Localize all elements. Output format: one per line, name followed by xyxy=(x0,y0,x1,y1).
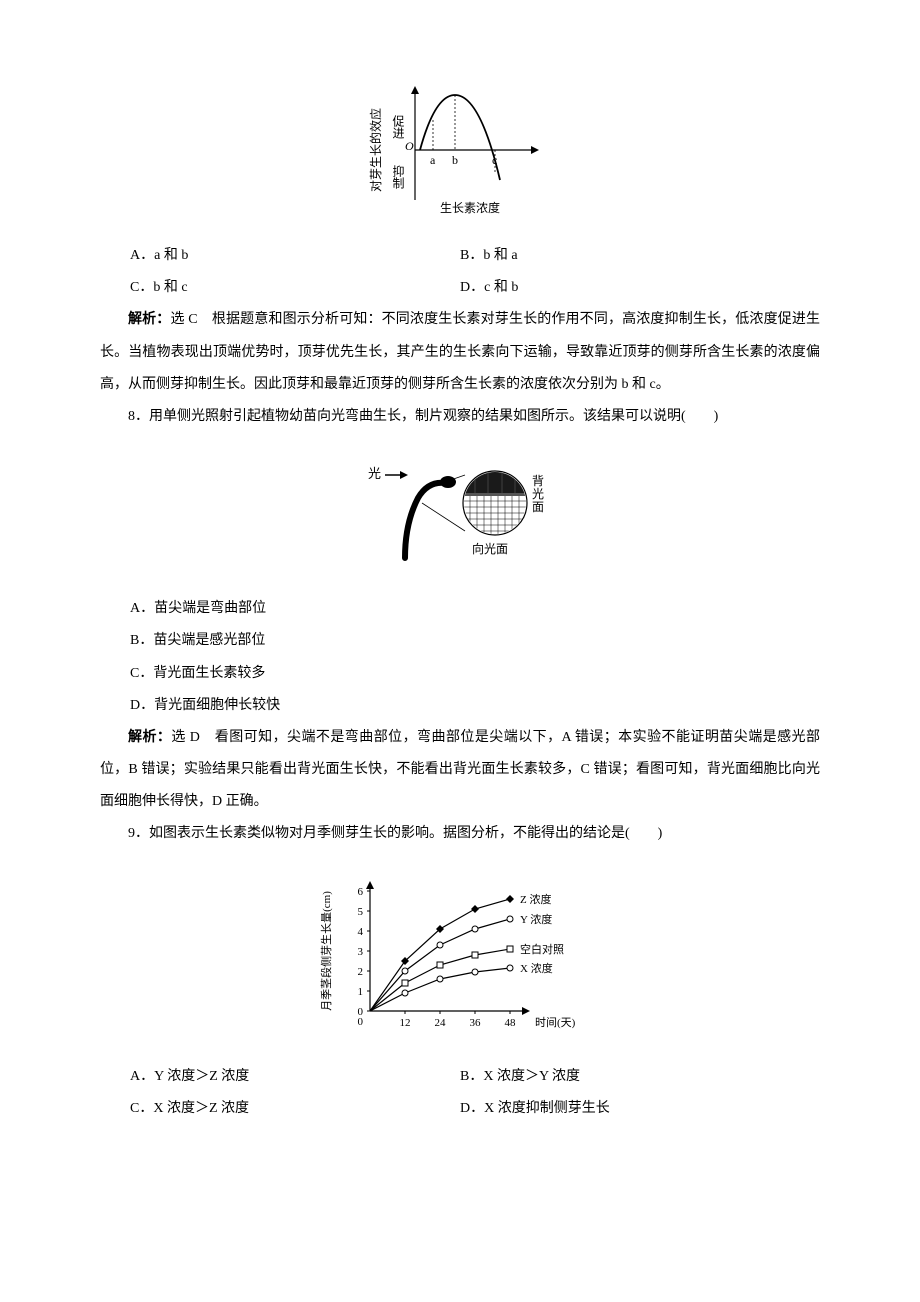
q7-explain-text: 根据题意和图示分析可知：不同浓度生长素对芽生长的作用不同，高浓度抑制生长，低浓度… xyxy=(100,312,820,391)
series-label-Y: Y 浓度 xyxy=(520,912,552,926)
svg-text:5: 5 xyxy=(358,906,364,918)
series-label-blank: 空白对照 xyxy=(520,942,564,956)
svg-text:背光面: 背光面 xyxy=(532,474,544,514)
svg-text:光: 光 xyxy=(368,466,381,481)
y-axis-label: 月季茎段侧芽生长量(cm) xyxy=(319,890,333,1010)
q7-chart: 对芽生长的效应 促进 抑制 O a b c 生长素浓度 xyxy=(360,80,560,220)
q8-option-c: C．背光面生长素较多 xyxy=(100,658,820,690)
svg-text:1: 1 xyxy=(358,986,364,998)
q7-option-a: A．a 和 b xyxy=(100,240,460,272)
q8-stem: 8．用单侧光照射引起植物幼苗向光弯曲生长，制片观察的结果如图所示。该结果可以说明… xyxy=(100,401,820,433)
svg-text:3: 3 xyxy=(358,946,364,958)
svg-text:b: b xyxy=(452,153,458,167)
seedling-tip xyxy=(440,476,456,488)
q9-stem: 9．如图表示生长素类似物对月季侧芽生长的影响。据图分析，不能得出的结论是( ) xyxy=(100,818,820,850)
q7-option-d: D．c 和 b xyxy=(460,272,820,304)
y-arrow xyxy=(411,86,419,94)
q8-explain-text: 看图可知，尖端不是弯曲部位，弯曲部位是尖端以下，A 错误；本实验不能证明苗尖端是… xyxy=(100,730,820,809)
series-label-X: X 浓度 xyxy=(520,961,553,975)
q8-diagram: 光 xyxy=(350,453,570,573)
svg-text:0: 0 xyxy=(358,1016,364,1028)
q8-explanation: 解析：选 D 看图可知，尖端不是弯曲部位，弯曲部位是尖端以下，A 错误；本实验不… xyxy=(100,722,820,819)
q9-figure-container: 0123456012243648月季茎段侧芽生长量(cm)时间(天)Z 浓度Y … xyxy=(100,871,820,1041)
svg-text:c: c xyxy=(492,153,497,167)
q7-option-c: C．b 和 c xyxy=(100,272,460,304)
svg-text:抑制: 抑制 xyxy=(391,164,405,189)
q7-answer: 选 C xyxy=(170,312,197,327)
q8-option-b: B．苗尖端是感光部位 xyxy=(100,625,820,657)
q9-chart: 0123456012243648月季茎段侧芽生长量(cm)时间(天)Z 浓度Y … xyxy=(310,871,610,1041)
q8-figure-container: 光 xyxy=(100,453,820,573)
q7-explanation: 解析：选 C 根据题意和图示分析可知：不同浓度生长素对芽生长的作用不同，高浓度抑… xyxy=(100,304,820,401)
series-label-Z: Z 浓度 xyxy=(520,892,551,906)
q7-option-b: B．b 和 a xyxy=(460,240,820,272)
auxin-curve xyxy=(420,95,500,180)
svg-text:12: 12 xyxy=(400,1017,411,1029)
q8-answer: 选 D xyxy=(171,730,200,745)
svg-text:a: a xyxy=(430,153,436,167)
q8-explain-label: 解析： xyxy=(128,730,171,745)
svg-text:O: O xyxy=(405,139,414,153)
svg-text:6: 6 xyxy=(358,886,364,898)
svg-text:36: 36 xyxy=(470,1017,482,1029)
light-arrow-head xyxy=(400,471,408,479)
y-axis-label: 对芽生长的效应 xyxy=(368,108,383,192)
svg-text:向光面: 向光面 xyxy=(472,541,508,556)
svg-text:4: 4 xyxy=(358,926,364,938)
x-arrow xyxy=(531,146,539,154)
q9-option-c: C．X 浓度＞Z 浓度 xyxy=(100,1093,460,1125)
q7-figure-container: 对芽生长的效应 促进 抑制 O a b c 生长素浓度 xyxy=(100,80,820,220)
series-X xyxy=(370,968,510,1011)
q7-explain-label: 解析： xyxy=(128,312,170,327)
svg-text:24: 24 xyxy=(435,1017,447,1029)
seedling-stem xyxy=(405,483,445,558)
q9-option-d: D．X 浓度抑制侧芽生长 xyxy=(460,1093,820,1125)
q8-option-a: A．苗尖端是弯曲部位 xyxy=(100,593,820,625)
q9-option-a: A．Y 浓度＞Z 浓度 xyxy=(100,1061,460,1093)
svg-text:生长素浓度: 生长素浓度 xyxy=(440,200,500,215)
svg-text:2: 2 xyxy=(358,966,364,978)
q9-option-b: B．X 浓度＞Y 浓度 xyxy=(460,1061,820,1093)
svg-text:促进: 促进 xyxy=(391,115,405,139)
q8-option-d: D．背光面细胞伸长较快 xyxy=(100,690,820,722)
x-axis-label: 时间(天) xyxy=(535,1016,576,1029)
svg-text:48: 48 xyxy=(505,1017,517,1029)
